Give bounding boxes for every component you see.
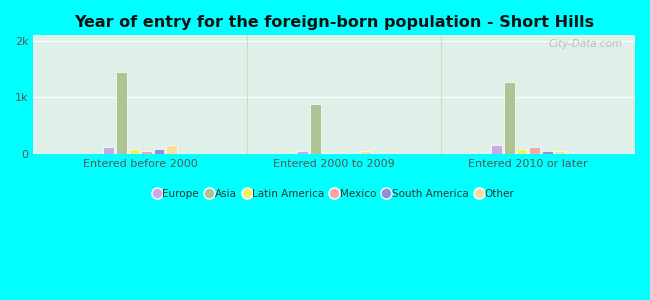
Bar [542,151,552,154]
Bar [298,151,308,154]
Bar [154,149,164,154]
Bar [335,153,346,154]
Bar [361,151,371,154]
Bar [141,151,152,154]
Bar [529,147,540,154]
Bar [103,147,114,154]
Bar [129,149,139,154]
Text: City-Data.com: City-Data.com [549,39,623,49]
Bar [504,82,515,154]
Bar [348,152,359,154]
Bar [310,104,320,154]
Bar [491,145,502,154]
Title: Year of entry for the foreign-born population - Short Hills: Year of entry for the foreign-born popul… [74,15,594,30]
Bar [322,152,333,154]
Bar [116,72,127,154]
Legend: Europe, Asia, Latin America, Mexico, South America, Other: Europe, Asia, Latin America, Mexico, Sou… [150,185,519,203]
Bar [554,152,565,154]
Bar [517,149,527,154]
Bar [166,145,177,154]
